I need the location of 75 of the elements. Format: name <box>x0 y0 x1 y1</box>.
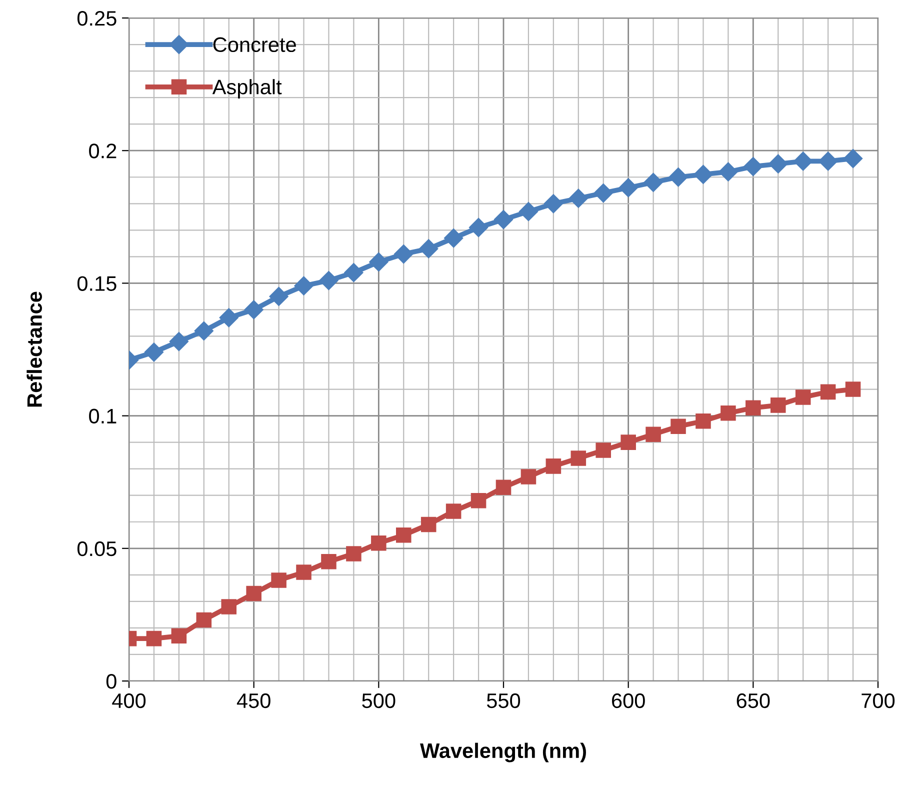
y-tick-label: 0.05 <box>77 541 116 556</box>
point <box>346 546 362 562</box>
point <box>244 300 264 320</box>
point <box>470 493 486 508</box>
point <box>169 332 188 352</box>
point <box>644 172 663 192</box>
y-tick-label: 0 <box>106 674 116 689</box>
point <box>570 450 586 466</box>
point <box>845 382 861 397</box>
point <box>194 321 214 340</box>
x-tick-label: 550 <box>486 693 520 708</box>
y-axis-title: Reflectance <box>26 292 42 407</box>
point <box>246 586 262 602</box>
point <box>419 239 438 258</box>
point <box>620 434 636 450</box>
point <box>694 164 713 184</box>
point <box>446 504 462 519</box>
x-axis-title: Wavelength (nm) <box>420 742 586 762</box>
point <box>544 194 563 214</box>
x-tick-label: 700 <box>862 693 895 708</box>
point <box>371 535 386 551</box>
point <box>794 152 813 171</box>
x-tick-label: 600 <box>612 693 645 708</box>
x-tick-label: 450 <box>236 693 270 708</box>
point <box>718 162 738 182</box>
point <box>668 168 688 187</box>
point <box>444 228 464 248</box>
point <box>770 398 786 413</box>
legend-label: Concrete <box>213 37 296 52</box>
point <box>344 263 364 282</box>
point <box>696 413 711 429</box>
point <box>496 480 512 496</box>
point <box>396 528 412 543</box>
point <box>720 406 736 421</box>
y-tick-label: 0.15 <box>77 276 116 291</box>
point <box>469 218 488 238</box>
y-tick-label: 0.1 <box>89 408 116 424</box>
x-tick-label: 400 <box>112 693 146 708</box>
point <box>196 612 212 628</box>
point <box>596 442 612 458</box>
y-tick-label: 0.25 <box>77 11 116 26</box>
point <box>146 630 162 646</box>
point <box>520 469 536 484</box>
x-tick-label: 650 <box>736 693 770 708</box>
point <box>420 516 436 532</box>
point <box>219 308 238 328</box>
point <box>144 342 164 362</box>
x-tick-label: 500 <box>362 693 396 708</box>
point <box>296 564 312 580</box>
point <box>271 572 286 588</box>
point <box>294 276 314 296</box>
point <box>594 184 613 203</box>
point <box>818 152 838 171</box>
point <box>820 384 836 400</box>
point <box>221 599 237 614</box>
point <box>518 202 538 222</box>
point <box>394 244 414 264</box>
point <box>321 554 336 570</box>
point <box>568 188 588 208</box>
point <box>646 426 661 442</box>
point <box>744 156 763 176</box>
point <box>670 418 686 434</box>
point <box>171 628 187 644</box>
y-tick-label: 0.2 <box>89 144 116 158</box>
point <box>546 458 562 474</box>
point <box>746 400 761 416</box>
point <box>768 154 788 174</box>
point <box>618 178 638 198</box>
point <box>319 271 338 290</box>
point <box>844 149 863 168</box>
point <box>369 252 388 272</box>
legend-label: Asphalt <box>212 79 282 99</box>
point <box>795 390 811 405</box>
point <box>269 286 288 306</box>
point <box>494 210 514 230</box>
